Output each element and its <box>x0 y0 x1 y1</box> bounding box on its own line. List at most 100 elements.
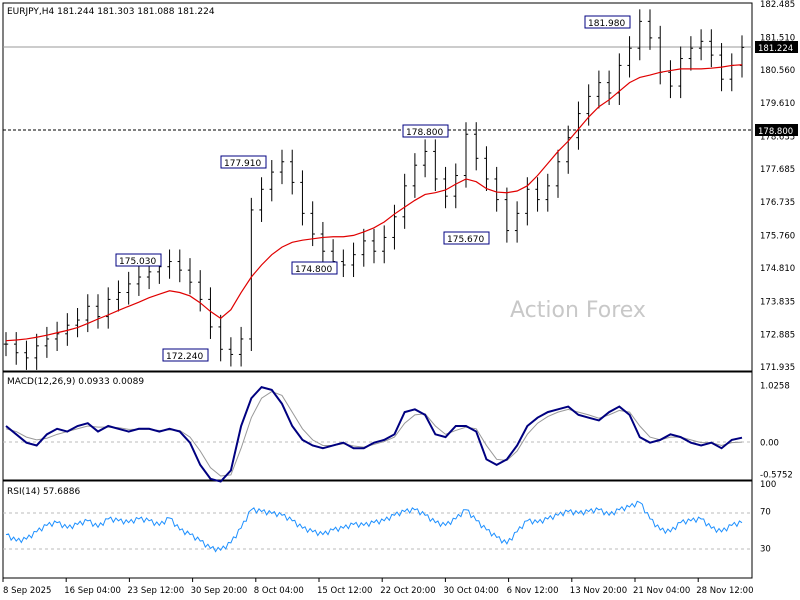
ohlc-bar <box>95 294 101 329</box>
price-tick-label: 177.685 <box>760 165 795 175</box>
svg-text:174.800: 174.800 <box>295 265 332 275</box>
ohlc-bar <box>24 340 29 370</box>
rsi-tick-label: 70 <box>760 508 771 518</box>
rsi-panel <box>2 480 753 579</box>
price-tick-label: 180.560 <box>760 66 795 76</box>
ohlc-bar <box>392 204 397 250</box>
price-tick-label: 175.760 <box>760 231 795 241</box>
price-panel <box>2 2 753 372</box>
ohlc-bar <box>177 249 182 283</box>
ohlc-bar <box>75 307 80 338</box>
svg-text:178.800: 178.800 <box>758 127 793 137</box>
ohlc-bar <box>198 270 203 312</box>
ohlc-bar <box>617 53 622 105</box>
x-tick-label: 30 Sep 20:00 <box>191 586 248 596</box>
ohlc-bar <box>658 25 663 85</box>
macd-line <box>5 385 743 483</box>
rsi-tick-label: 100 <box>760 480 776 490</box>
ohlc-bar <box>402 173 407 229</box>
ohlc-bar <box>627 36 632 78</box>
ohlc-bar <box>208 287 213 339</box>
ohlc-bar <box>739 35 745 78</box>
ohlc-bar <box>535 177 540 212</box>
price-title: EURJPY,H4 181.244 181.303 181.088 181.22… <box>7 7 215 17</box>
ohlc-bar <box>218 314 223 362</box>
price-tick-label: 181.510 <box>760 34 795 44</box>
x-tick-label: 8 Sep 2025 <box>3 586 51 596</box>
price-tick-label: 172.885 <box>760 330 795 340</box>
price-y-axis: 182.485 181.510 180.560 179.610 178.635 177.6… <box>760 0 795 373</box>
ohlc-bar <box>545 173 550 212</box>
watermark: Action Forex <box>510 298 646 323</box>
x-tick-label: 30 Oct 04:00 <box>443 586 498 596</box>
ohlc-bar <box>371 228 377 264</box>
price-tick-label: 171.935 <box>760 363 795 373</box>
svg-text:175.670: 175.670 <box>447 235 484 245</box>
svg-text:181.224: 181.224 <box>758 44 793 54</box>
annotation-175030: 175.030 <box>115 253 162 267</box>
annotation-181980: 181.980 <box>584 15 631 29</box>
x-tick-label: 6 Nov 12:00 <box>507 586 559 596</box>
rsi-y-axis: 100 70 30 <box>760 480 776 554</box>
annotation-174800: 174.800 <box>291 261 338 275</box>
svg-text:181.980: 181.980 <box>588 19 625 29</box>
macd-signal-line <box>5 390 743 477</box>
price-tick-label: 174.810 <box>760 264 795 274</box>
ohlc-bar <box>453 163 458 209</box>
ohlc-bar <box>555 149 561 198</box>
ohlc-bar <box>382 225 387 264</box>
macd-tick-label: 0.00 <box>760 439 779 449</box>
rsi-series <box>5 500 743 553</box>
annotation-172240: 172.240 <box>162 348 209 362</box>
macd-y-axis: 1.0258 0.00 -0.5752 <box>760 382 793 481</box>
ohlc-bar <box>729 53 734 92</box>
ohlc-bar <box>494 166 499 212</box>
annotation-178800: 178.800 <box>402 124 449 138</box>
ohlc-bar <box>44 326 50 358</box>
price-series <box>3 9 745 370</box>
ohlc-bar <box>576 101 581 150</box>
ohlc-bar <box>167 249 172 279</box>
ohlc-bar <box>678 46 683 99</box>
ohlc-bar <box>709 29 714 68</box>
ohlc-bar <box>668 60 673 99</box>
ohlc-bar <box>238 326 244 367</box>
x-tick-label: 15 Oct 12:00 <box>317 586 372 596</box>
ohlc-bar <box>300 170 305 226</box>
x-tick-label: 13 Nov 20:00 <box>570 586 627 596</box>
macd-tick-label: -0.5752 <box>760 471 793 481</box>
price-tick-label: 182.485 <box>760 0 795 10</box>
ohlc-bar <box>65 313 70 346</box>
ohlc-bar <box>14 332 19 365</box>
ohlc-bar <box>514 201 520 243</box>
rsi-line <box>5 500 743 553</box>
ohlc-bar <box>290 149 295 195</box>
ohlc-bar <box>116 280 121 312</box>
x-tick-label: 16 Sep 04:00 <box>64 586 121 596</box>
ohlc-bar <box>361 228 366 267</box>
ohlc-bar <box>249 197 254 352</box>
ohlc-bar <box>443 166 448 209</box>
rsi-title: RSI(14) 57.6886 <box>7 487 80 497</box>
ohlc-bar <box>126 271 131 305</box>
price-tick-label: 173.835 <box>760 298 795 308</box>
ohlc-bar <box>566 125 571 174</box>
ohlc-bar <box>637 9 642 61</box>
price-tick-label: 178.635 <box>760 132 795 142</box>
ohlc-bar <box>484 146 489 192</box>
ohlc-bar <box>698 29 704 61</box>
ohlc-bar <box>596 70 602 109</box>
x-tick-label: 21 Nov 04:00 <box>633 586 690 596</box>
ohlc-bar <box>463 122 469 188</box>
ohlc-bar <box>586 84 591 126</box>
macd-series <box>5 385 743 483</box>
ohlc-bar <box>412 153 418 198</box>
ohlc-bar <box>187 258 193 295</box>
ohlc-bar <box>34 333 39 370</box>
svg-text:177.910: 177.910 <box>224 159 261 169</box>
ohlc-bar <box>3 332 9 357</box>
price-tick-label: 179.610 <box>760 99 795 109</box>
ohlc-bar <box>504 187 510 243</box>
svg-text:175.030: 175.030 <box>119 257 156 267</box>
